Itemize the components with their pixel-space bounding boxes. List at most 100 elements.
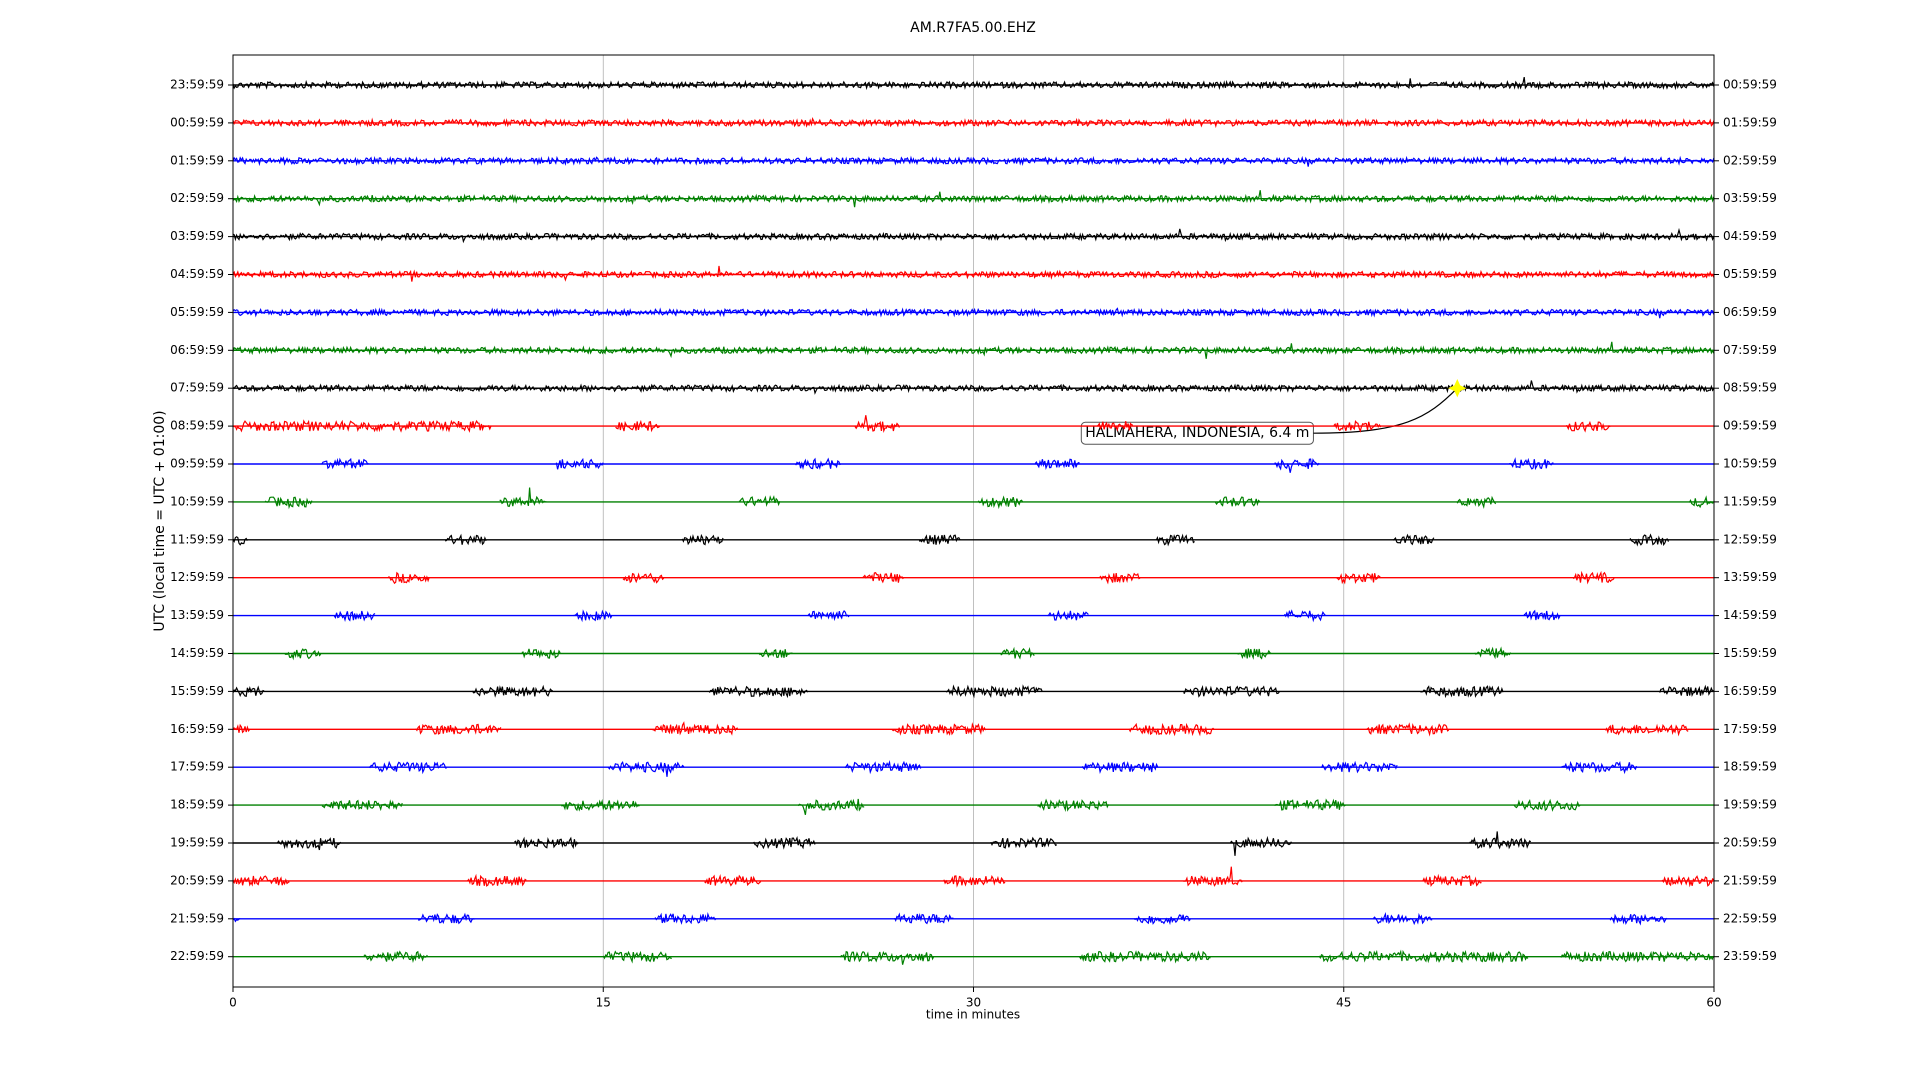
annotation: HALMAHERA, INDONESIA, 6.4 m <box>1080 421 1314 445</box>
trace-burst <box>862 572 904 584</box>
x-tick-label: 15 <box>596 996 611 1010</box>
y-tick-label: 11:59:59 <box>170 532 224 546</box>
trace-burst <box>652 721 738 736</box>
y-tick-label-right: 22:59:59 <box>1723 911 1777 925</box>
trace-burst <box>1000 646 1035 660</box>
trace-burst <box>499 487 547 508</box>
y-tick-label-right: 01:59:59 <box>1723 115 1777 129</box>
trace-burst <box>521 648 561 659</box>
annotation-text: HALMAHERA, INDONESIA, 6.4 m <box>1085 425 1309 441</box>
trace-burst <box>1333 420 1382 433</box>
trace-burst <box>555 457 604 470</box>
y-tick-label: 18:59:59 <box>170 798 224 812</box>
y-tick-label-right: 13:59:59 <box>1723 570 1777 584</box>
trace-burst <box>1034 458 1080 470</box>
y-tick-label-right: 08:59:59 <box>1723 381 1777 395</box>
trace-burst <box>891 722 987 736</box>
trace-burst <box>1320 760 1398 774</box>
y-tick-label: 05:59:59 <box>170 305 224 319</box>
trace-burst <box>1081 761 1159 774</box>
trace-burst <box>363 950 428 963</box>
trace-burst <box>758 648 793 659</box>
y-tick-label: 02:59:59 <box>170 191 224 205</box>
trace-burst <box>232 265 1715 282</box>
y-tick-label: 01:59:59 <box>170 153 224 167</box>
y-tick-label-right: 12:59:59 <box>1723 532 1777 546</box>
y-tick-label: 09:59:59 <box>170 457 224 471</box>
trace-burst <box>1128 722 1215 737</box>
trace-burst <box>232 227 1715 244</box>
trace-burst <box>1096 421 1134 432</box>
trace-burst <box>321 799 403 812</box>
y-tick-label: 22:59:59 <box>170 949 224 963</box>
trace-burst <box>708 685 809 699</box>
trace-burst <box>1420 685 1504 699</box>
trace-burst <box>1274 458 1320 473</box>
trace-burst <box>738 495 781 507</box>
trace-burst <box>232 917 241 923</box>
y-tick-label: 14:59:59 <box>170 646 224 660</box>
y-tick-label-right: 14:59:59 <box>1723 608 1777 622</box>
trace-burst <box>232 116 1715 129</box>
plot-frame <box>232 54 1715 988</box>
y-tick-label-right: 23:59:59 <box>1723 949 1777 963</box>
trace-burst <box>1318 949 1529 964</box>
trace-burst <box>1047 609 1089 621</box>
trace-burst <box>1469 831 1532 850</box>
trace-burst <box>1456 495 1497 509</box>
trace-burst <box>333 610 376 622</box>
trace-burst <box>1661 875 1715 888</box>
trace-burst <box>1133 914 1191 926</box>
y-tick-label-right: 04:59:59 <box>1723 229 1777 243</box>
y-tick-label: 15:59:59 <box>170 684 224 698</box>
trace-burst <box>444 533 487 546</box>
trace-burst <box>264 496 313 510</box>
x-axis-label: time in minutes <box>926 1008 1020 1022</box>
trace-burst <box>1572 570 1615 585</box>
trace-burst <box>1037 798 1110 812</box>
trace-burst <box>854 415 900 433</box>
y-tick-label-right: 18:59:59 <box>1723 760 1777 774</box>
trace-burst <box>1237 648 1272 660</box>
trace-burst <box>1422 873 1482 887</box>
x-tick-label: 0 <box>229 996 237 1010</box>
trace-burst <box>1508 457 1554 471</box>
trace-burst <box>1229 835 1292 856</box>
trace-burst <box>1336 572 1382 585</box>
y-tick-label: 19:59:59 <box>170 836 224 850</box>
trace-burst <box>893 912 954 925</box>
trace-burst <box>232 190 1715 208</box>
y-tick-label: 00:59:59 <box>170 115 224 129</box>
y-tick-label: 16:59:59 <box>170 722 224 736</box>
trace-burst <box>1372 912 1433 926</box>
y-tick-label: 03:59:59 <box>170 229 224 243</box>
trace-burst <box>471 684 554 698</box>
trace-burst <box>943 874 1006 888</box>
trace-burst <box>622 572 665 584</box>
trace-burst <box>990 836 1058 849</box>
y-axis-label: UTC (local time = UTC + 01:00) <box>152 410 168 631</box>
annotation-arrow <box>1313 387 1458 434</box>
y-tick-label-right: 19:59:59 <box>1723 798 1777 812</box>
y-tick-label-right: 20:59:59 <box>1723 836 1777 850</box>
trace-burst <box>654 911 717 925</box>
trace-burst <box>918 534 961 545</box>
event-marker <box>1448 378 1467 398</box>
trace-burst <box>321 457 369 470</box>
y-tick-label-right: 06:59:59 <box>1723 305 1777 319</box>
trace-burst <box>615 419 661 433</box>
trace-burst <box>1183 684 1280 698</box>
trace-burst <box>1365 722 1450 737</box>
trace-burst <box>232 875 290 887</box>
trace-burst <box>1079 950 1211 964</box>
trace-burst <box>839 950 935 965</box>
trace-burst <box>284 648 322 661</box>
trace-burst <box>388 571 430 585</box>
trace-burst <box>945 684 1043 699</box>
y-tick-label-right: 03:59:59 <box>1723 191 1777 205</box>
trace-burst <box>573 609 613 623</box>
trace-burst <box>1155 533 1195 547</box>
y-tick-label: 20:59:59 <box>170 873 224 887</box>
y-tick-label: 06:59:59 <box>170 343 224 357</box>
trace-burst <box>1688 495 1714 509</box>
